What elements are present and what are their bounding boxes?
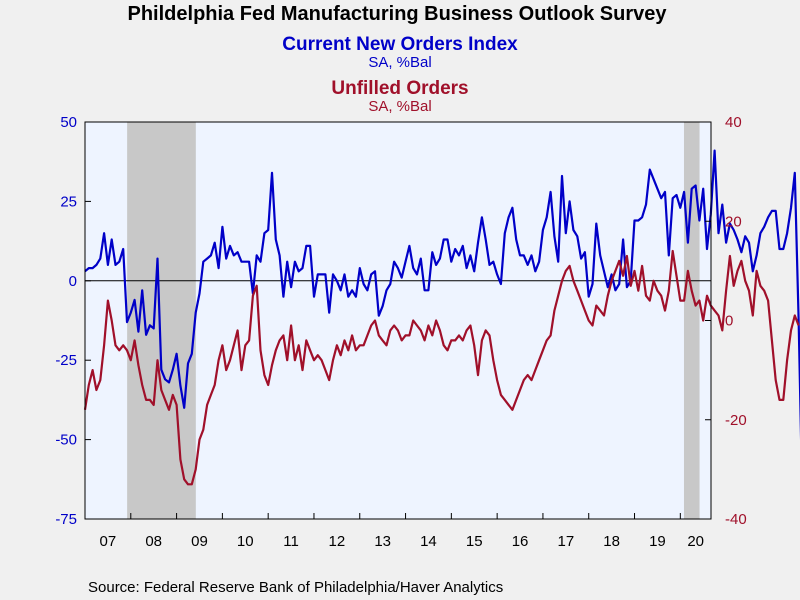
x-tick-label-15: 15	[466, 533, 483, 550]
x-axis: 07 08 09 10 11 12 13 14 15 16 17 18 19 20	[100, 513, 704, 550]
unfilled-orders-line	[83, 249, 800, 486]
right-tick-label-3: -20	[725, 412, 747, 429]
x-tick-label-09: 09	[191, 533, 208, 550]
x-tick-label-10: 10	[237, 533, 254, 550]
x-tick-label-11: 11	[283, 533, 299, 550]
x-tick-label-19: 19	[649, 533, 666, 550]
series-subtitle-unfilled: SA, %Bal	[368, 98, 431, 115]
x-tick-label-12: 12	[329, 533, 346, 550]
recession-bar-1	[683, 122, 700, 519]
series-title-unfilled: Unfilled Orders	[331, 78, 468, 99]
right-axis: 40 20 0 -20 -40	[705, 114, 747, 528]
left-tick-label-5: -75	[55, 511, 77, 528]
right-tick-label-2: 0	[725, 313, 733, 330]
left-tick-label-4: -50	[55, 432, 77, 449]
x-tick-label-07: 07	[100, 533, 117, 550]
right-tick-label-0: 40	[725, 114, 742, 131]
x-tick-label-13: 13	[374, 533, 391, 550]
new-orders-line	[84, 149, 800, 441]
x-tick-label-16: 16	[512, 533, 529, 550]
series-lines	[83, 149, 800, 486]
x-tick-label-20: 20	[687, 533, 704, 550]
x-tick-label-18: 18	[603, 533, 620, 550]
source-note: Source: Federal Reserve Bank of Philadel…	[88, 579, 503, 596]
chart-title: Phildelphia Fed Manufacturing Business O…	[128, 3, 668, 25]
series-subtitle-new-orders: SA, %Bal	[368, 54, 431, 71]
left-tick-label-3: -25	[55, 352, 77, 369]
right-tick-label-4: -40	[725, 511, 747, 528]
x-tick-label-08: 08	[145, 533, 162, 550]
x-tick-label-17: 17	[557, 533, 574, 550]
x-tick-label-14: 14	[420, 533, 437, 550]
left-tick-label-0: 50	[60, 114, 77, 131]
series-title-new-orders: Current New Orders Index	[282, 34, 518, 55]
left-tick-label-1: 25	[60, 193, 77, 210]
left-axis: 50 25 0 -25 -50 -75	[55, 114, 91, 528]
left-tick-label-2: 0	[69, 273, 77, 290]
right-tick-label-1: 20	[725, 213, 742, 230]
